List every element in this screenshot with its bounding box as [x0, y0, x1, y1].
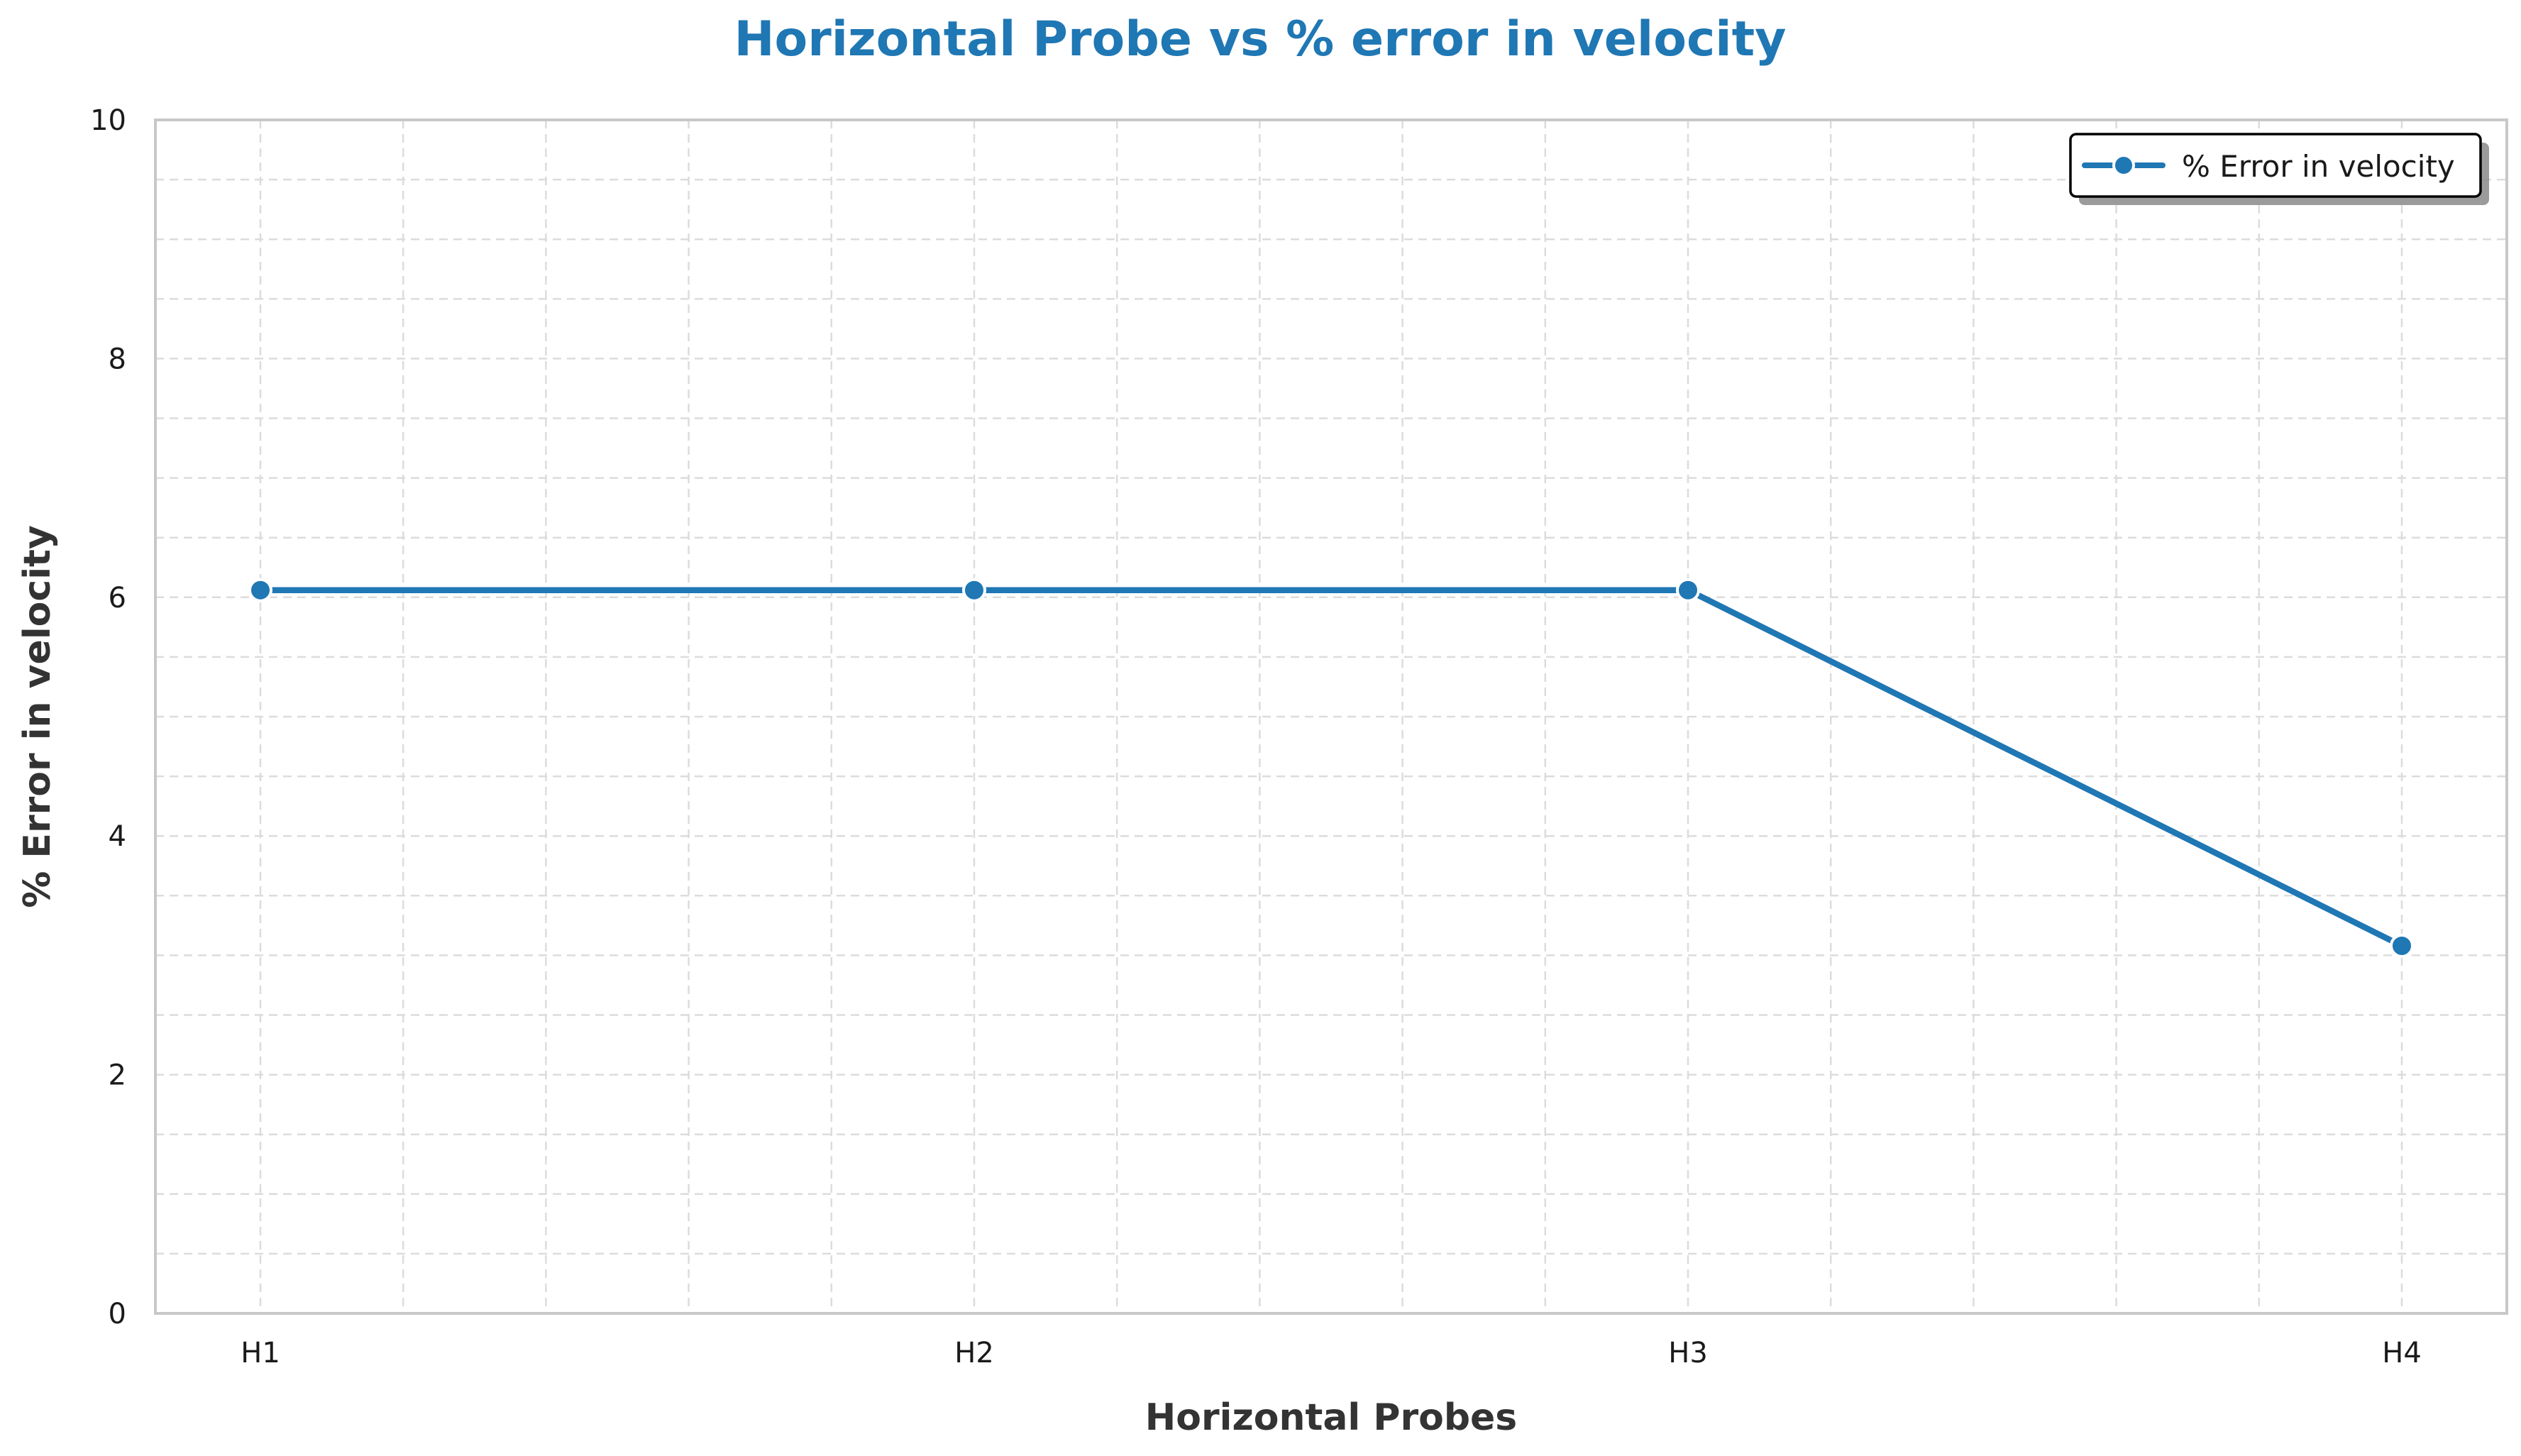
series-markers [248, 578, 2414, 958]
y-axis-label: % Error in velocity [16, 525, 59, 908]
legend-box [2069, 133, 2482, 198]
x-tick-label: H1 [241, 1337, 280, 1369]
y-tick-label: 10 [90, 104, 126, 137]
legend-label: % Error in velocity [2182, 149, 2455, 184]
data-point [962, 578, 986, 602]
series-lines [257, 587, 2405, 949]
data-point [2390, 933, 2414, 958]
x-tick-label: H2 [954, 1337, 994, 1369]
x-axis-label: Horizontal Probes [1145, 1396, 1518, 1439]
data-point [1676, 578, 1700, 602]
y-axis-ticks: 0 2 4 6 8 10 [90, 104, 126, 1330]
grid-lines [155, 120, 2507, 1313]
y-tick-label: 2 [109, 1059, 126, 1092]
data-point [248, 578, 272, 602]
y-tick-label: 4 [109, 820, 126, 853]
legend: % Error in velocity [2069, 133, 2489, 205]
chart-title: Horizontal Probe vs % error in velocity [734, 11, 1787, 67]
series-line [257, 587, 2405, 949]
y-tick-label: 6 [109, 582, 126, 614]
x-axis-ticks: H1 H2 H3 H4 [241, 1337, 2422, 1369]
y-tick-label: 8 [109, 343, 126, 375]
x-tick-label: H3 [1668, 1337, 1708, 1369]
plot-area-frame [154, 118, 2508, 1315]
x-tick-label: H4 [2382, 1337, 2422, 1369]
y-tick-label: 0 [109, 1298, 126, 1330]
legend-swatch-marker [2112, 154, 2135, 177]
